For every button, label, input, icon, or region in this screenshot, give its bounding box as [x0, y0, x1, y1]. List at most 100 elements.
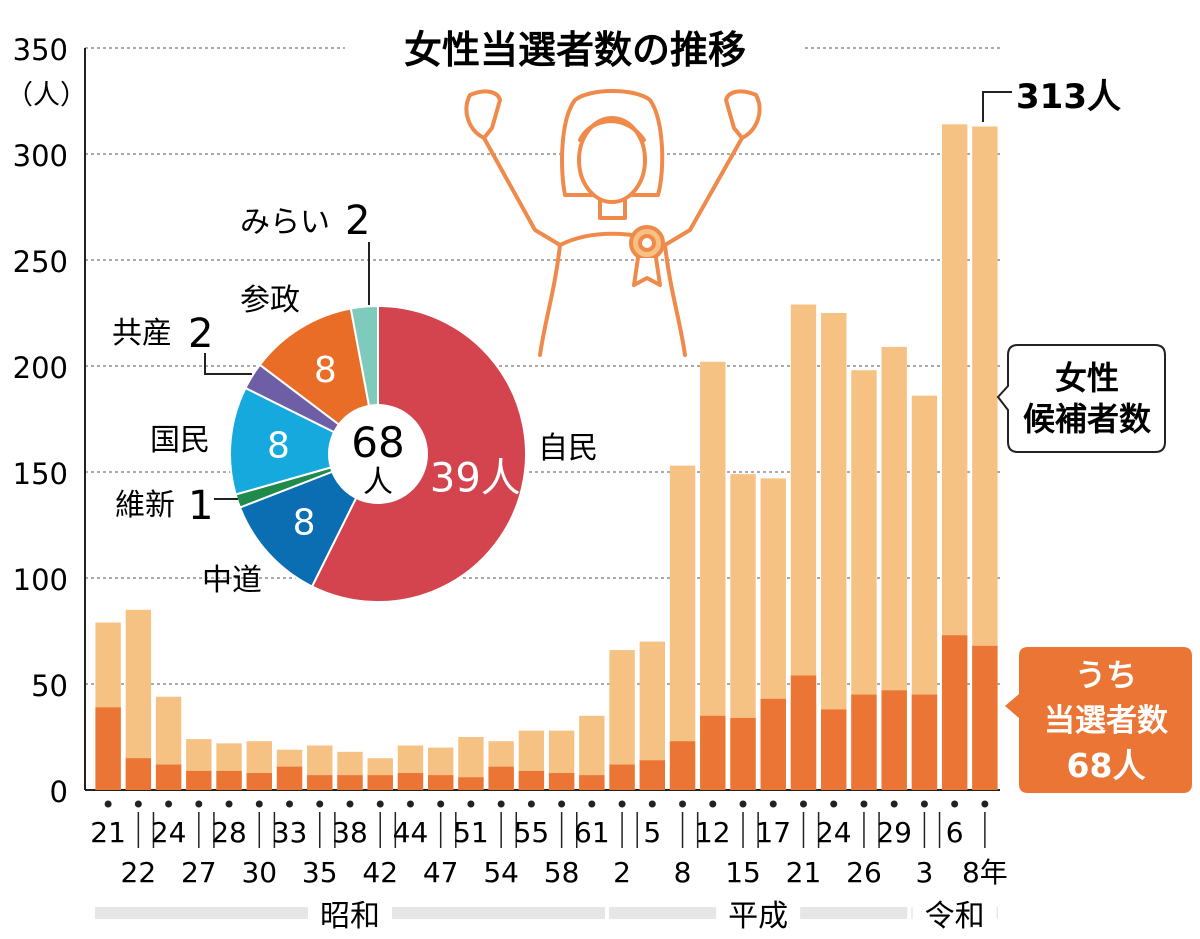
x-tick-dot: [618, 800, 626, 808]
donut-slice-outer-value: 2: [345, 198, 370, 244]
y-tick-label: 0: [50, 775, 68, 809]
winner-bar: [941, 635, 968, 790]
x-tick-label: 42: [362, 856, 398, 889]
x-tick-label: 54: [483, 856, 519, 889]
donut-slice: [229, 386, 381, 496]
x-tick-dot: [467, 800, 475, 808]
x-tick-label: 33: [272, 816, 308, 849]
x-tick-dot: [769, 800, 777, 808]
x-tick-label: 24: [816, 816, 852, 849]
x-tick-label: 30: [241, 856, 277, 889]
donut-slice-outer-value: 2: [188, 311, 213, 357]
winner-bar: [427, 775, 454, 790]
winner-bar: [458, 777, 484, 790]
winner-bar: [911, 694, 938, 790]
x-tick-label: 2: [613, 856, 631, 889]
candidate-bar: [669, 465, 696, 790]
x-tick-label: 51: [453, 816, 489, 849]
winner-bar: [548, 773, 575, 790]
winner-bar: [972, 645, 998, 790]
winner-bar: [760, 698, 786, 790]
x-tick-dot: [558, 800, 566, 808]
winner-bar: [125, 758, 152, 790]
winner-bar: [700, 715, 726, 790]
x-tick-label: 15: [725, 856, 761, 889]
winner-bar: [790, 675, 817, 790]
winner-bar: [639, 760, 666, 790]
x-tick-label: 61: [574, 816, 610, 849]
x-tick-label: 26: [846, 856, 882, 889]
winner-bar: [821, 709, 847, 790]
x-tick-label: 47: [423, 856, 459, 889]
title-backdrop: [345, 22, 805, 74]
x-tick-dot: [165, 800, 173, 808]
x-tick-dot: [739, 800, 747, 808]
legend-winners-line1: うち: [1075, 658, 1137, 694]
y-axis: 0 50 100 150 200 250 300 350 （人）: [6, 33, 1000, 809]
x-tick-dot: [376, 800, 384, 808]
x-tick-label: 38: [332, 816, 368, 849]
legend-candidates: 女性 候補者数: [996, 344, 1166, 453]
y-tick-label: 100: [13, 563, 68, 597]
winner-bar: [95, 707, 121, 790]
era-label: 昭和: [320, 899, 380, 934]
winner-bar: [851, 694, 877, 790]
x-tick-label: 22: [121, 856, 157, 889]
x-tick-dot: [860, 800, 868, 808]
x-tick-dot: [497, 800, 505, 808]
x-tick-label: 12: [695, 816, 731, 849]
x-tick-label: 35: [302, 856, 338, 889]
max-value-callout: 313人: [982, 77, 1121, 122]
y-tick-label: 250: [13, 245, 68, 279]
donut-slice-value: 8: [293, 502, 316, 543]
legend-winners-line2: 当選者数: [1044, 703, 1168, 739]
donut-party-label: 維新: [115, 488, 175, 523]
x-tick-label: 44: [393, 816, 429, 849]
x-tick-label: 29: [876, 816, 912, 849]
winner-bar: [307, 775, 333, 790]
chart-title: 女性当選者数の推移: [404, 28, 746, 72]
x-tick-dot: [830, 800, 838, 808]
leader-lines: [204, 242, 370, 500]
winner-bar: [669, 741, 696, 790]
winner-bar: [155, 764, 182, 790]
celebrating-woman-illustration: [464, 89, 762, 357]
x-tick-dot: [951, 800, 959, 808]
donut-total-unit: 人: [363, 465, 393, 500]
x-tick-dot: [679, 800, 687, 808]
x-tick-label: 27: [181, 856, 217, 889]
x-tick-label: 58: [544, 856, 580, 889]
era-label: 平成: [728, 899, 788, 934]
donut-party-label: 自民: [538, 431, 598, 466]
x-tick-label: 28: [211, 816, 247, 849]
y-tick-label: 350: [13, 33, 68, 67]
x-tick-dot: [286, 800, 294, 808]
legend-candidates-line1: 女性: [1055, 359, 1119, 397]
x-tick-dot: [316, 800, 324, 808]
x-tick-dot: [195, 800, 203, 808]
x-tick-dot: [799, 800, 807, 808]
y-tick-label: 50: [31, 669, 68, 703]
winner-bar: [246, 773, 272, 790]
donut-slice-value: 8: [267, 426, 290, 467]
x-tick-dot: [104, 800, 112, 808]
x-tick-label: 21: [786, 856, 822, 889]
winner-bar: [518, 770, 545, 790]
x-tick-dot: [648, 800, 656, 808]
x-tick-label: 55: [514, 816, 550, 849]
x-tick-label: 6: [946, 816, 964, 849]
winner-bar: [397, 773, 424, 790]
winner-bar: [216, 770, 242, 790]
x-tick-dot: [527, 800, 535, 808]
donut-party-label: 共産: [112, 316, 172, 351]
x-tick-dot: [588, 800, 596, 808]
legend-winners: うち 当選者数 68人: [1005, 647, 1192, 793]
x-tick-dot: [437, 800, 445, 808]
x-tick-dot: [346, 800, 354, 808]
x-axis: 2122242728303335384244475154555861258121…: [90, 800, 1008, 889]
x-tick-label: 17: [755, 816, 791, 849]
donut-total-number: 68: [351, 418, 404, 467]
winner-bar: [881, 690, 907, 790]
legend-candidates-line2: 候補者数: [1023, 400, 1152, 438]
winner-bar: [579, 775, 605, 790]
